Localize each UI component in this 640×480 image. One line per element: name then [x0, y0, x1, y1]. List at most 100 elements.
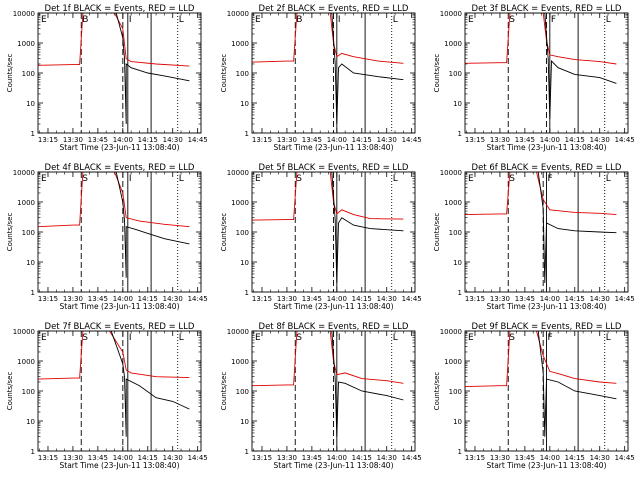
- lld-series-line: [38, 13, 190, 67]
- x-tick-label: 13:15: [465, 295, 485, 303]
- x-tick-label: 13:45: [515, 454, 535, 462]
- x-axis-label: Start Time (23-Jun-11 13:08:40): [487, 461, 607, 470]
- plot-frame: [464, 12, 629, 134]
- marker-label: S: [296, 174, 302, 184]
- panel-det-1: Det 1f BLACK = Events, RED = LLD Counts/s…: [6, 4, 208, 152]
- x-tick-label: 13:45: [302, 295, 322, 303]
- x-tick-label: 14:45: [615, 136, 635, 144]
- events-series-line: [295, 331, 404, 437]
- plot-frame: [251, 12, 416, 134]
- event-markers: [507, 331, 606, 451]
- y-tick-label: 10000: [13, 10, 35, 18]
- x-tick-label: 14:15: [138, 454, 158, 462]
- x-tick-label: 13:30: [490, 454, 510, 462]
- series-group: [252, 331, 404, 437]
- y-tick-label: 100: [236, 229, 249, 237]
- chart-title: Det 1f BLACK = Events, RED = LLD: [45, 4, 195, 14]
- marker-label: F: [548, 333, 553, 343]
- x-tick-label: 14:45: [615, 454, 635, 462]
- marker-label: S: [509, 333, 515, 343]
- y-axis-label: Counts/sec: [433, 213, 441, 252]
- x-tick-label: 14:30: [377, 454, 397, 462]
- panel-det-4: Det 4f BLACK = Events, RED = LLD Counts/s…: [6, 163, 208, 311]
- series-group: [465, 172, 617, 284]
- x-tick-label: 13:30: [63, 295, 83, 303]
- x-tick-label: 13:45: [515, 295, 535, 303]
- y-tick-label: 1000: [17, 40, 35, 48]
- plot-frame: [464, 330, 629, 452]
- y-tick-label: 10: [240, 100, 249, 108]
- x-tick-label: 14:45: [615, 295, 635, 303]
- y-tick-label: 10000: [13, 169, 35, 177]
- series-group: [465, 331, 617, 437]
- marker-label: E: [468, 333, 474, 343]
- marker-label: F: [551, 15, 556, 25]
- y-tick-label: 1000: [17, 199, 35, 207]
- x-tick-label: 13:30: [490, 136, 510, 144]
- y-tick-label: 1000: [231, 40, 249, 48]
- chart-title: Det 4f BLACK = Events, RED = LLD: [45, 163, 195, 173]
- x-tick-label: 13:15: [465, 136, 485, 144]
- event-markers: [294, 13, 393, 133]
- event-markers: [294, 331, 393, 451]
- y-tick-label: 10: [26, 100, 35, 108]
- x-tick-label: 13:45: [302, 454, 322, 462]
- chart-title: Det 8f BLACK = Events, RED = LLD: [259, 322, 409, 332]
- y-tick-label: 100: [22, 388, 35, 396]
- marker-label: S: [296, 333, 302, 343]
- plot-frame: [251, 330, 416, 452]
- y-tick-label: 1000: [444, 199, 462, 207]
- x-tick-label: 13:15: [252, 295, 272, 303]
- y-tick-label: 1000: [17, 358, 35, 366]
- lld-series-line: [38, 331, 190, 380]
- y-tick-label: 10: [240, 259, 249, 267]
- marker-label: I: [129, 15, 132, 25]
- x-tick-label: 14:30: [163, 454, 183, 462]
- y-axis-label: Counts/sec: [220, 213, 228, 252]
- x-tick-label: 14:00: [113, 295, 133, 303]
- x-axis-label: Start Time (23-Jun-11 13:08:40): [274, 461, 394, 470]
- x-tick-label: 14:15: [352, 295, 372, 303]
- panel-det-8: Det 8f BLACK = Events, RED = LLD Counts/s…: [220, 322, 422, 470]
- plot-frame: [251, 171, 416, 293]
- y-tick-label: 1: [31, 289, 35, 297]
- y-tick-label: 100: [22, 70, 35, 78]
- x-tick-label: 14:45: [188, 295, 208, 303]
- marker-label: E: [41, 333, 47, 343]
- marker-label: I: [338, 333, 341, 343]
- marker-label: L: [179, 174, 184, 184]
- y-tick-label: 10: [453, 259, 462, 267]
- marker-label: E: [468, 174, 474, 184]
- series-group: [38, 172, 190, 278]
- marker-label: E: [468, 15, 474, 25]
- y-tick-label: 100: [449, 229, 462, 237]
- x-tick-label: 14:30: [163, 136, 183, 144]
- event-markers: [294, 172, 393, 292]
- x-tick-label: 14:00: [540, 295, 560, 303]
- lld-series-line: [252, 13, 404, 64]
- y-tick-label: 1000: [231, 358, 249, 366]
- marker-label: B: [296, 15, 302, 25]
- series-group: [252, 172, 404, 284]
- marker-label: I: [338, 15, 341, 25]
- y-axis-label: Counts/sec: [6, 372, 14, 411]
- x-axis-label: Start Time (23-Jun-11 13:08:40): [487, 143, 607, 152]
- y-tick-label: 1000: [444, 358, 462, 366]
- marker-label: L: [393, 174, 398, 184]
- y-tick-label: 1000: [444, 40, 462, 48]
- x-tick-label: 13:15: [465, 454, 485, 462]
- y-tick-label: 1: [458, 289, 462, 297]
- marker-label: L: [606, 333, 611, 343]
- x-tick-label: 14:15: [138, 136, 158, 144]
- x-tick-label: 14:45: [402, 295, 422, 303]
- event-markers: [80, 13, 179, 133]
- marker-label: S: [82, 333, 88, 343]
- y-tick-label: 10000: [227, 328, 249, 336]
- y-tick-label: 10: [453, 418, 462, 426]
- x-axis-label: Start Time (23-Jun-11 13:08:40): [60, 461, 180, 470]
- events-series-line: [508, 172, 617, 284]
- marker-label: I: [338, 174, 341, 184]
- y-tick-label: 10: [240, 418, 249, 426]
- x-tick-label: 14:30: [590, 454, 610, 462]
- event-markers: [80, 331, 179, 451]
